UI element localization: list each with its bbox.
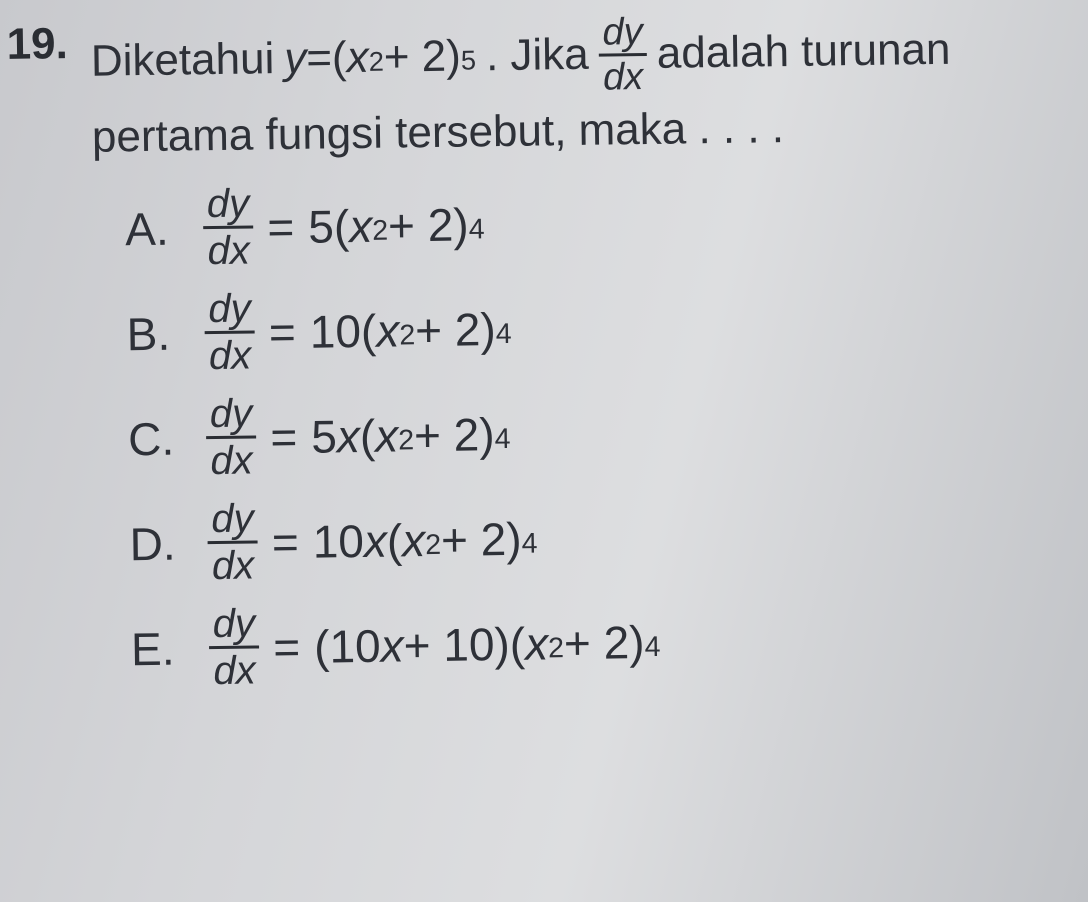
stem-equation: y = ( x 2 + 2) 5 [284,23,477,94]
rhs-mid: + 2) [388,197,469,252]
rhs-outer-exp: 4 [494,423,510,456]
option-rhs: 10( x 2 + 2) 4 [309,302,511,359]
option-rhs: (10 x + 10)( x 2 + 2) 4 [314,615,661,674]
option-equation: dy dx = 10 x ( x 2 + 2) 4 [207,495,538,587]
question-number: 19. [6,19,68,70]
option-c: C. dy dx = 5 x ( x 2 + 2) 4 [128,382,1061,482]
fraction-numerator: dy [206,394,257,437]
fraction-denominator: dx [206,436,257,482]
rhs-coef-var: x [364,513,388,567]
stem-eq-var: x [346,24,369,92]
stem-text-pre: Diketahui [90,26,274,97]
fraction-denominator: dx [208,541,259,587]
fraction-dydx: dy dx [203,184,254,272]
rhs-outer-exp: 4 [644,631,660,664]
question-stem: Diketahui y = ( x 2 + 2) 5 . Jika dy dx … [90,7,1056,172]
rhs-coef: (10 [314,618,381,673]
rhs-outer-exp: 4 [496,318,512,351]
rhs-mid: + 2) [415,302,496,357]
equals-sign: = [270,410,298,464]
rhs-inner-exp: 2 [399,320,415,353]
stem-eq-lhs: y [284,25,307,93]
fraction-denominator: dx [205,331,256,377]
rhs-coef: 5( [308,199,350,254]
rhs-var: x [525,616,549,670]
rhs-outer-exp: 4 [521,528,537,561]
stem-line-2: pertama fungsi tersebut, maka . . . . [91,90,1056,172]
fraction-dydx: dy dx [208,604,259,692]
rhs-outer-exp: 4 [468,214,484,247]
stem-eq-inner-exp: 2 [368,41,384,83]
rhs-open: ( [359,408,375,462]
rhs-coef: 10 [312,514,364,569]
option-letter: E. [131,621,180,676]
option-letter: C. [128,411,177,466]
stem-fraction-dydx: dy dx [598,13,647,97]
option-letter: D. [129,516,178,571]
stem-line-2-text: pertama fungsi tersebut, maka . . . . [91,94,784,172]
fraction-denominator: dx [599,53,648,97]
rhs-coef-var: x [336,409,360,463]
rhs-inner-exp: 2 [548,632,564,665]
stem-eq-outer-exp: 5 [461,39,477,81]
option-e: E. dy dx = (10 x + 10)( x 2 + 2) 4 [130,592,1063,692]
fraction-denominator: dx [203,226,254,272]
rhs-var: x [376,303,400,357]
rhs-coef: 5 [311,409,337,463]
fraction-numerator: dy [203,184,254,227]
rhs-inner-exp: 2 [372,215,388,248]
page: 19. Diketahui y = ( x 2 + 2) 5 . Jika dy… [0,0,1088,734]
option-d: D. dy dx = 10 x ( x 2 + 2) 4 [129,487,1062,587]
rhs-inner-exp: 2 [425,529,441,562]
option-rhs: 5( x 2 + 2) 4 [308,197,485,253]
rhs-var: x [375,408,399,462]
rhs-open: + 10)( [403,616,525,672]
option-rhs: 5 x ( x 2 + 2) 4 [311,407,511,464]
rhs-var: x [349,199,373,253]
option-b: B. dy dx = 10( x 2 + 2) 4 [126,277,1059,377]
equals-sign: = [271,515,299,569]
equals-sign: = [269,305,297,359]
fraction-dydx: dy dx [204,289,255,377]
stem-line-1: Diketahui y = ( x 2 + 2) 5 . Jika dy dx … [90,7,1055,103]
fraction-dydx: dy dx [207,499,258,587]
fraction-numerator: dy [598,13,647,54]
stem-eq-equals: = [306,25,333,94]
rhs-mid: + 2) [414,407,495,462]
rhs-coef-var: x [380,618,404,672]
fraction-denominator: dx [209,646,260,692]
stem-text-post: adalah turunan [656,16,951,88]
rhs-var: x [402,513,426,567]
rhs-mid: + 2) [564,615,645,670]
option-equation: dy dx = 5 x ( x 2 + 2) 4 [206,390,511,481]
rhs-open: ( [387,513,403,567]
stem-eq-open: ( [332,25,348,93]
option-a: A. dy dx = 5( x 2 + 2) 4 [125,172,1058,272]
rhs-inner-exp: 2 [398,425,414,458]
options-list: A. dy dx = 5( x 2 + 2) 4 B. [125,172,1064,692]
stem-text-mid: . Jika [486,21,590,91]
option-letter: A. [125,201,174,256]
option-rhs: 10 x ( x 2 + 2) 4 [312,511,537,568]
fraction-numerator: dy [208,604,259,647]
stem-eq-plus-close: + 2) [383,23,461,92]
equals-sign: = [273,620,301,674]
fraction-dydx: dy dx [206,394,257,482]
rhs-coef: 10( [309,303,376,358]
option-equation: dy dx = 10( x 2 + 2) 4 [204,285,512,376]
option-equation: dy dx = 5( x 2 + 2) 4 [203,180,485,271]
fraction-numerator: dy [207,499,258,542]
option-equation: dy dx = (10 x + 10)( x 2 + 2) 4 [208,598,660,691]
option-letter: B. [126,306,175,361]
equals-sign: = [267,200,295,254]
fraction-numerator: dy [204,289,255,332]
rhs-mid: + 2) [441,511,522,566]
